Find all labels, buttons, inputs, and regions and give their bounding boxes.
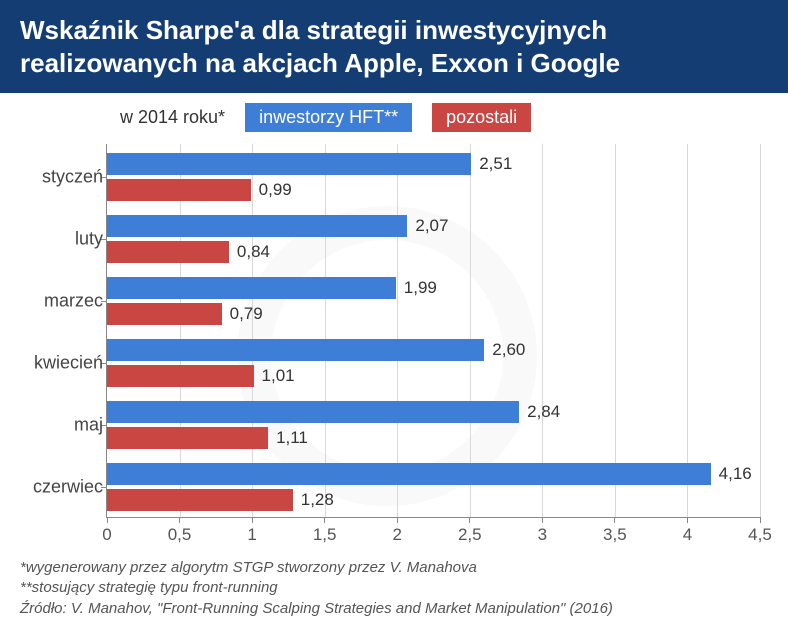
bar-value: 2,51 <box>471 154 512 174</box>
plot-region: 00,511,522,533,544,5styczeń2,510,99luty2… <box>106 144 760 518</box>
chart-row: styczeń2,510,99 <box>107 146 760 208</box>
bar-value: 0,84 <box>229 242 270 262</box>
x-tick-label: 3 <box>538 525 547 545</box>
category-label: marzec <box>13 291 103 312</box>
category-label: maj <box>13 415 103 436</box>
legend-other: pozostali <box>432 103 531 132</box>
bar-other: 0,99 <box>107 179 251 201</box>
x-tick-label: 2 <box>392 525 401 545</box>
bar-value: 1,01 <box>254 366 295 386</box>
category-label: czerwiec <box>13 477 103 498</box>
bar-value: 4,16 <box>711 464 752 484</box>
x-tick-label: 4 <box>683 525 692 545</box>
x-tick-label: 0,5 <box>168 525 192 545</box>
chart-area: 00,511,522,533,544,5styczeń2,510,99luty2… <box>14 144 760 552</box>
chart-title-block: Wskaźnik Sharpe'a dla strategii inwestyc… <box>0 0 788 93</box>
bar-other: 1,28 <box>107 489 293 511</box>
chart-row: maj2,841,11 <box>107 394 760 456</box>
bar-other: 0,79 <box>107 303 222 325</box>
category-label: luty <box>13 229 103 250</box>
category-label: kwiecień <box>13 353 103 374</box>
bar-other: 1,01 <box>107 365 254 387</box>
bar-value: 2,84 <box>519 402 560 422</box>
bar-hft: 1,99 <box>107 277 396 299</box>
bar-hft: 2,60 <box>107 339 484 361</box>
bar-hft: 4,16 <box>107 463 711 485</box>
gridline <box>760 144 761 517</box>
category-label: styczeń <box>13 167 103 188</box>
bar-hft: 2,07 <box>107 215 407 237</box>
title-line1: Wskaźnik Sharpe'a dla strategii inwestyc… <box>20 14 768 47</box>
x-tick-label: 1 <box>247 525 256 545</box>
title-line2: realizowanych na akcjach Apple, Exxon i … <box>20 47 768 80</box>
chart-row: luty2,070,84 <box>107 208 760 270</box>
x-tick-label: 0 <box>102 525 111 545</box>
x-tick-label: 4,5 <box>748 525 772 545</box>
x-tick-label: 2,5 <box>458 525 482 545</box>
bar-value: 1,28 <box>293 490 334 510</box>
footnotes: *wygenerowany przez algorytm STGP stworz… <box>0 552 788 619</box>
year-note: w 2014 roku* <box>120 107 225 128</box>
chart-row: kwiecień2,601,01 <box>107 332 760 394</box>
bar-value: 2,60 <box>484 340 525 360</box>
bar-value: 0,99 <box>251 180 292 200</box>
legend-hft: inwestorzy HFT** <box>245 103 412 132</box>
x-tick-label: 3,5 <box>603 525 627 545</box>
x-tick-label: 1,5 <box>313 525 337 545</box>
footnote-1: *wygenerowany przez algorytm STGP stworz… <box>20 558 768 578</box>
bar-value: 0,79 <box>222 304 263 324</box>
footnote-2: **stosujący strategię typu front-running <box>20 578 768 598</box>
bar-value: 1,99 <box>396 278 437 298</box>
bar-other: 1,11 <box>107 427 268 449</box>
chart-row: marzec1,990,79 <box>107 270 760 332</box>
bar-value: 2,07 <box>407 216 448 236</box>
bar-hft: 2,84 <box>107 401 519 423</box>
bar-other: 0,84 <box>107 241 229 263</box>
bar-value: 1,11 <box>268 428 308 448</box>
subheader: w 2014 roku* inwestorzy HFT** pozostali <box>0 93 788 140</box>
source-line: Źródło: V. Manahov, "Front-Running Scalp… <box>20 599 768 619</box>
chart-row: czerwiec4,161,28 <box>107 456 760 518</box>
bar-hft: 2,51 <box>107 153 471 175</box>
